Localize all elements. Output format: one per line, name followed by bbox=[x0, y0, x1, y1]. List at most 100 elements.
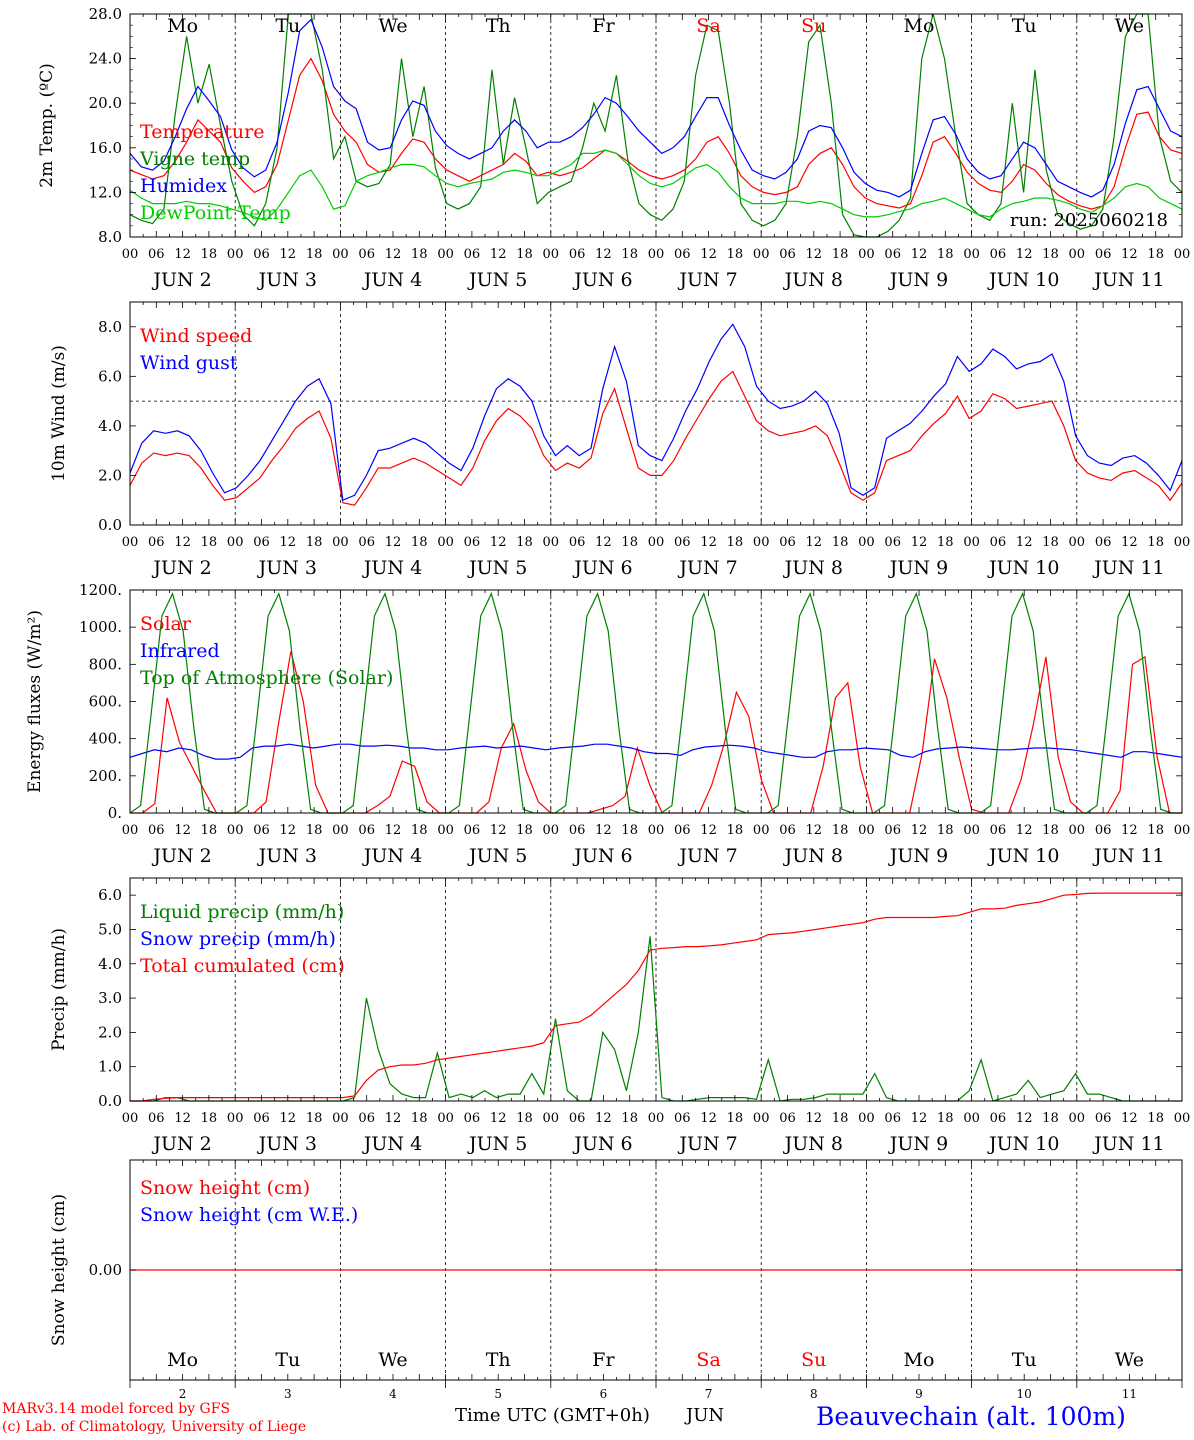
day-label: JUN 3 bbox=[257, 845, 317, 867]
day-label: JUN 3 bbox=[257, 269, 317, 291]
panel-4: 0.0 1.0 2.0 3.0 4.0 5.0 6.0 Precip (mm/h) Liquid… bbox=[49, 877, 1191, 1155]
day-label: JUN 7 bbox=[677, 269, 737, 291]
hour-tick-label: 12 bbox=[911, 247, 928, 262]
hour-tick-label: 06 bbox=[779, 247, 796, 262]
y-tick-label: 12.0 bbox=[89, 183, 122, 201]
hour-tick-label: 06 bbox=[674, 1111, 691, 1126]
station-label: Beauvechain (alt. 100m) bbox=[816, 1402, 1126, 1431]
hour-tick-label: 18 bbox=[832, 823, 849, 838]
model-credit: MARv3.14 model forced by GFS bbox=[2, 1401, 231, 1417]
day-label: JUN 10 bbox=[987, 1133, 1059, 1155]
hour-tick-label: 00 bbox=[648, 823, 665, 838]
hour-tick-label: 18 bbox=[727, 1111, 744, 1126]
hour-tick-label: 12 bbox=[385, 247, 402, 262]
day-label: JUN 6 bbox=[572, 269, 632, 291]
day-label: JUN 8 bbox=[783, 845, 843, 867]
hour-tick-label: 00 bbox=[1069, 535, 1086, 550]
y-tick-label: 2.0 bbox=[98, 1023, 122, 1041]
hour-tick-label: 00 bbox=[543, 535, 560, 550]
day-label: JUN 9 bbox=[888, 557, 948, 579]
day-label: JUN 9 bbox=[888, 269, 948, 291]
hour-tick-label: 18 bbox=[306, 823, 323, 838]
hour-tick-label: 18 bbox=[727, 823, 744, 838]
hour-tick-label: 06 bbox=[569, 823, 586, 838]
hour-tick-label: 06 bbox=[148, 1111, 165, 1126]
hour-tick-label: 12 bbox=[806, 247, 823, 262]
hour-tick-label: 18 bbox=[727, 247, 744, 262]
y-tick-label: 8.0 bbox=[98, 228, 122, 246]
day-label: JUN 10 bbox=[987, 557, 1059, 579]
hour-tick-label: 12 bbox=[911, 535, 928, 550]
hour-tick-label: 00 bbox=[332, 1111, 349, 1126]
hour-tick-label: 18 bbox=[411, 247, 428, 262]
panel-1: 8.0 12.0 16.0 20.0 24.0 28.0 2m Temp. (ºC) Temp… bbox=[37, 5, 1190, 291]
y-tick-label: 800. bbox=[89, 655, 122, 673]
legend-vigne-temp: Vigne temp bbox=[139, 148, 250, 170]
hour-tick-label: 18 bbox=[306, 1111, 323, 1126]
hour-tick-label: 06 bbox=[779, 1111, 796, 1126]
hour-tick-label: 06 bbox=[253, 535, 270, 550]
hour-tick-label: 06 bbox=[253, 1111, 270, 1126]
series-line-wind-speed bbox=[129, 370, 1183, 506]
day-label: JUN 2 bbox=[151, 269, 211, 291]
legend-wind-speed: Wind speed bbox=[140, 325, 252, 347]
hour-tick-label: 00 bbox=[332, 247, 349, 262]
y-tick-label: 4.0 bbox=[98, 417, 122, 435]
day-number-label: 2 bbox=[179, 1387, 187, 1401]
weekday-label-bottom: Tu bbox=[1012, 1349, 1037, 1371]
hour-tick-label: 18 bbox=[411, 535, 428, 550]
day-number-label: 9 bbox=[915, 1387, 923, 1401]
time-axis-month: JUN bbox=[686, 1405, 725, 1426]
hour-tick-label: 06 bbox=[674, 535, 691, 550]
legend-dewpoint-temp: DewPoint Temp bbox=[140, 202, 291, 224]
hour-tick-label: 18 bbox=[937, 823, 954, 838]
day-label: JUN 6 bbox=[572, 557, 632, 579]
panel-2: 0.0 2.0 4.0 6.0 8.0 10m Wind (m/s) Wind speed W… bbox=[49, 301, 1190, 579]
hour-tick-label: 00 bbox=[753, 535, 770, 550]
hour-tick-label: 18 bbox=[411, 1111, 428, 1126]
legend-liquid-precip-mm-h-: Liquid precip (mm/h) bbox=[140, 901, 344, 923]
hour-tick-label: 06 bbox=[358, 823, 375, 838]
hour-tick-label: 12 bbox=[280, 535, 297, 550]
hour-tick-label: 12 bbox=[1121, 823, 1138, 838]
day-number-label: 5 bbox=[494, 1387, 502, 1401]
hour-tick-label: 06 bbox=[358, 1111, 375, 1126]
hour-tick-label: 00 bbox=[227, 823, 244, 838]
hour-tick-label: 12 bbox=[490, 247, 507, 262]
y-tick-label: 3.0 bbox=[98, 989, 122, 1007]
hour-tick-label: 06 bbox=[884, 535, 901, 550]
hour-tick-label: 00 bbox=[858, 535, 875, 550]
hour-tick-label: 12 bbox=[1121, 535, 1138, 550]
day-number-label: 10 bbox=[1017, 1387, 1032, 1401]
run-label: run: 2025060218 bbox=[1010, 210, 1168, 231]
weekday-label-top: Tu bbox=[275, 15, 300, 37]
hour-tick-label: 12 bbox=[595, 823, 612, 838]
hour-tick-label: 00 bbox=[753, 247, 770, 262]
hour-tick-label: 06 bbox=[464, 247, 481, 262]
y-tick-label: 24.0 bbox=[89, 50, 122, 68]
series-line-infrared bbox=[129, 743, 1183, 760]
hour-tick-label: 06 bbox=[1095, 247, 1112, 262]
legend-infrared: Infrared bbox=[140, 640, 220, 662]
hour-tick-label: 18 bbox=[1042, 823, 1059, 838]
hour-tick-label: 18 bbox=[201, 1111, 218, 1126]
hour-tick-label: 00 bbox=[648, 247, 665, 262]
y-tick-label: 200. bbox=[89, 767, 122, 785]
hour-tick-label: 00 bbox=[332, 535, 349, 550]
weekday-label-top: We bbox=[1115, 15, 1144, 37]
weekday-label-bottom: We bbox=[1115, 1349, 1144, 1371]
day-label: JUN 9 bbox=[888, 845, 948, 867]
hour-tick-label: 18 bbox=[1147, 823, 1164, 838]
hour-tick-label: 00 bbox=[963, 247, 980, 262]
hour-tick-label: 00 bbox=[753, 1111, 770, 1126]
y-tick-label: 0.0 bbox=[98, 1092, 122, 1110]
y-axis-label: 10m Wind (m/s) bbox=[49, 345, 69, 482]
day-label: JUN 4 bbox=[362, 845, 422, 867]
hour-tick-label: 12 bbox=[1016, 247, 1033, 262]
hour-tick-label: 00 bbox=[437, 535, 454, 550]
hour-tick-label: 00 bbox=[1174, 1111, 1191, 1126]
hour-tick-label: 06 bbox=[569, 535, 586, 550]
legend-top-of-atmosphere-solar-: Top of Atmosphere (Solar) bbox=[140, 667, 393, 689]
hour-tick-label: 12 bbox=[174, 247, 191, 262]
day-label: JUN 7 bbox=[677, 845, 737, 867]
